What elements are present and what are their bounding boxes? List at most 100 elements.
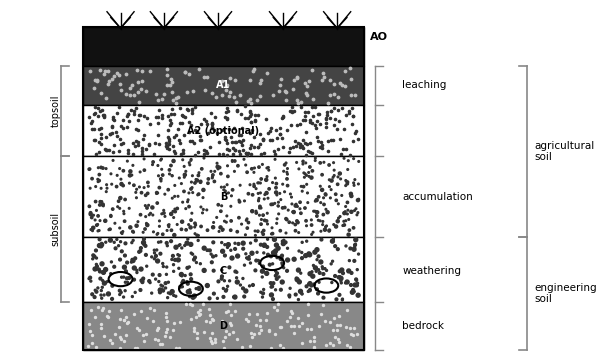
Point [122, 314, 131, 320]
Point [223, 174, 233, 179]
Point [176, 181, 186, 187]
Point [95, 172, 104, 178]
Point [194, 173, 203, 178]
Point [155, 272, 164, 278]
Point [121, 288, 130, 294]
Point [216, 224, 226, 230]
Point [279, 237, 289, 243]
Point [282, 169, 292, 175]
Point [223, 243, 233, 248]
Point [332, 328, 342, 333]
Point [317, 264, 327, 270]
Point [218, 151, 228, 157]
Point [304, 313, 313, 318]
Point [231, 99, 241, 105]
Point [262, 218, 271, 224]
Point [258, 137, 268, 143]
Point [220, 345, 229, 350]
Point [302, 326, 311, 332]
Point [158, 288, 168, 294]
Bar [83, 302, 364, 350]
Point [164, 279, 173, 285]
Point [93, 213, 103, 219]
Point [106, 213, 116, 219]
Point [175, 105, 185, 111]
Point [167, 173, 177, 178]
Point [237, 344, 247, 350]
Point [247, 166, 257, 172]
Point [335, 80, 344, 86]
Point [307, 217, 316, 223]
Point [259, 212, 268, 218]
Point [220, 278, 229, 284]
Point [118, 117, 128, 123]
Point [139, 338, 149, 344]
Point [312, 118, 322, 124]
Point [232, 108, 242, 114]
Point [164, 167, 174, 173]
Point [115, 316, 124, 322]
Point [116, 239, 125, 245]
Point [122, 125, 131, 130]
Point [122, 158, 132, 164]
Point [223, 140, 232, 146]
Point [171, 245, 181, 250]
Point [281, 89, 291, 95]
Text: weathering: weathering [402, 266, 461, 276]
Point [139, 136, 148, 141]
Point [335, 171, 344, 176]
Point [190, 180, 200, 186]
Point [190, 127, 199, 132]
Point [295, 199, 305, 205]
Point [142, 221, 151, 226]
Point [297, 255, 307, 261]
Point [170, 257, 180, 263]
Point [340, 222, 349, 228]
Point [157, 96, 166, 102]
Point [119, 317, 129, 323]
Point [209, 179, 219, 184]
Point [196, 224, 206, 229]
Point [161, 140, 171, 146]
Point [353, 210, 363, 216]
Point [183, 236, 193, 242]
Point [115, 136, 124, 142]
Point [254, 164, 264, 170]
Point [162, 72, 172, 78]
Point [107, 340, 117, 346]
Point [320, 266, 330, 271]
Point [251, 117, 260, 123]
Point [344, 258, 354, 263]
Point [255, 323, 265, 329]
Point [295, 121, 305, 126]
Point [344, 227, 354, 233]
Point [206, 251, 216, 257]
Point [244, 220, 253, 226]
Point [186, 217, 196, 223]
Point [101, 267, 110, 272]
Point [256, 80, 265, 86]
Point [228, 187, 238, 193]
Point [283, 207, 293, 213]
Point [214, 202, 223, 208]
Point [187, 316, 196, 322]
Point [308, 262, 318, 268]
Point [97, 135, 106, 140]
Point [85, 203, 94, 209]
Point [137, 278, 146, 284]
Point [99, 292, 109, 298]
Point [156, 176, 166, 182]
Point [314, 279, 324, 285]
Point [344, 110, 354, 115]
Point [218, 228, 227, 233]
Point [311, 265, 320, 271]
Point [194, 66, 204, 71]
Point [212, 295, 222, 301]
Point [252, 97, 262, 103]
Point [307, 326, 316, 332]
Point [160, 213, 170, 219]
Point [322, 109, 331, 115]
Point [241, 162, 251, 168]
Point [301, 160, 311, 166]
Point [161, 271, 171, 277]
